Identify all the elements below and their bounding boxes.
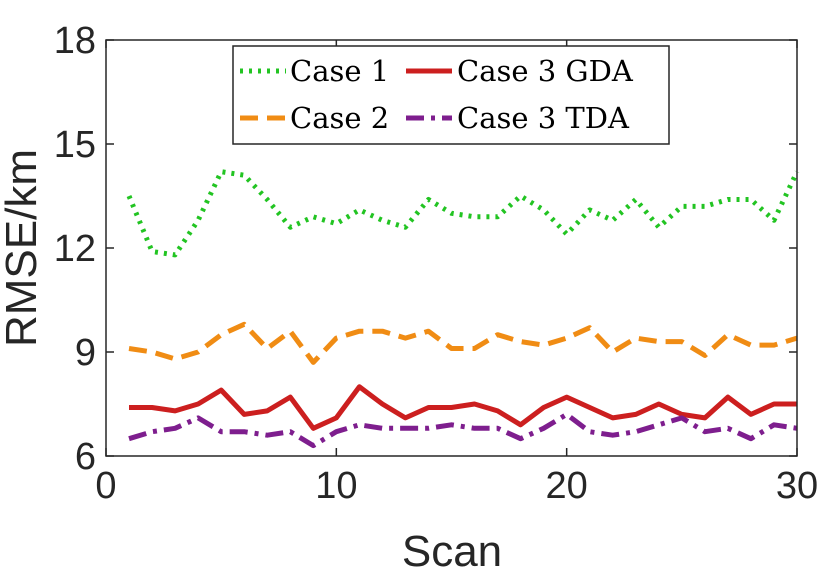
legend-label-3: Case 3 GDA <box>457 54 634 88</box>
legend-label-2: Case 2 <box>290 101 389 135</box>
legend: Case 1 Case 2 Case 3 GDA Case 3 TDA <box>232 45 670 145</box>
y-axis-label: RMSE/km <box>0 149 46 347</box>
legend-box <box>232 45 670 145</box>
legend-label-4: Case 3 TDA <box>457 101 630 135</box>
y-tick-label: 6 <box>75 436 96 478</box>
series-layer <box>126 169 800 449</box>
x-axis-label: Scan <box>402 527 502 575</box>
series-line-3 <box>129 384 797 431</box>
y-tick-label: 15 <box>54 124 96 166</box>
y-tick-label: 9 <box>75 332 96 374</box>
x-tick-label: 10 <box>315 465 357 507</box>
series-line-2 <box>128 321 798 365</box>
y-tick-label: 18 <box>54 20 96 62</box>
series-line-4 <box>128 411 798 449</box>
x-tick-label: 30 <box>776 465 818 507</box>
x-tick-label: 20 <box>546 465 588 507</box>
legend-label-1: Case 1 <box>290 54 389 88</box>
x-tick-label: 0 <box>95 465 116 507</box>
y-tick-label: 12 <box>54 228 96 270</box>
series-line-1 <box>126 169 800 258</box>
axis-ticks: 0 10 20 30 6 9 12 15 18 <box>54 20 818 507</box>
